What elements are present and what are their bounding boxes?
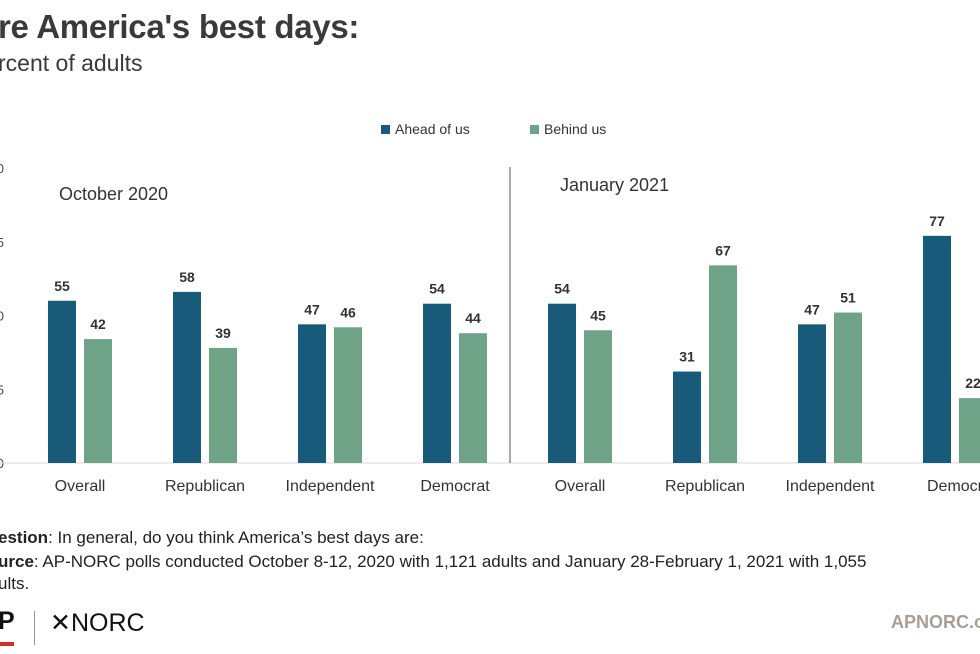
panel-label: January 2021 bbox=[560, 175, 669, 195]
question-text: : In general, do you think America’s bes… bbox=[48, 528, 424, 547]
bar bbox=[548, 303, 576, 463]
norc-logo: ✕NORC bbox=[50, 609, 145, 637]
ap-logo: P bbox=[0, 607, 15, 635]
x-tick-label: Independent bbox=[286, 478, 376, 495]
bar bbox=[209, 347, 237, 463]
x-tick-label: Democrat bbox=[420, 478, 490, 495]
legend-label-behind: Behind us bbox=[544, 121, 607, 137]
data-label: 44 bbox=[465, 310, 481, 326]
data-label: 58 bbox=[179, 269, 195, 285]
data-label: 31 bbox=[679, 349, 695, 365]
source-note-cont: ults. bbox=[0, 574, 30, 593]
data-label: 45 bbox=[590, 307, 606, 323]
legend-label-ahead: Ahead of us bbox=[395, 121, 470, 137]
data-label: 51 bbox=[840, 290, 856, 306]
data-label: 67 bbox=[715, 242, 731, 258]
bar bbox=[173, 291, 201, 463]
bar bbox=[84, 339, 112, 463]
ap-logo-bar bbox=[0, 642, 14, 646]
data-label: 46 bbox=[340, 304, 356, 320]
bar bbox=[334, 327, 362, 463]
data-label: 77 bbox=[929, 213, 945, 229]
x-tick-label: Democr bbox=[927, 478, 980, 495]
bar bbox=[834, 312, 862, 463]
bar bbox=[459, 333, 487, 463]
question-label: estion bbox=[0, 528, 49, 547]
data-label: 22 bbox=[965, 375, 980, 391]
legend-swatch-ahead bbox=[381, 124, 390, 134]
chart-subtitle: rcent of adults bbox=[0, 50, 143, 76]
x-tick-label: Republican bbox=[665, 478, 745, 495]
x-tick-label: Overall bbox=[55, 478, 106, 495]
bar bbox=[709, 265, 737, 463]
bar bbox=[959, 398, 980, 463]
question-note: estion: In general, do you think America… bbox=[0, 528, 424, 548]
x-tick-label: Republican bbox=[165, 478, 245, 495]
source-text: : AP-NORC polls conducted October 8-12, … bbox=[33, 552, 867, 571]
bar bbox=[923, 235, 951, 463]
source-note: urce: AP-NORC polls conducted October 8-… bbox=[0, 552, 866, 572]
data-label: 39 bbox=[215, 325, 231, 341]
legend-swatch-behind bbox=[530, 124, 539, 134]
data-label: 47 bbox=[304, 301, 320, 317]
data-label: 54 bbox=[429, 281, 445, 297]
y-tick-label: 0 bbox=[0, 309, 4, 324]
y-tick-label: 5 bbox=[0, 382, 4, 397]
source-label: urce bbox=[0, 552, 34, 571]
data-label: 54 bbox=[554, 281, 570, 297]
y-tick-label: 0 bbox=[0, 161, 4, 176]
bar bbox=[798, 324, 826, 463]
x-tick-label: Overall bbox=[555, 478, 606, 495]
bar bbox=[673, 371, 701, 463]
bar bbox=[584, 330, 612, 463]
data-label: 42 bbox=[90, 316, 106, 332]
chart-title: re America's best days: bbox=[0, 8, 360, 45]
y-tick-label: 5 bbox=[0, 235, 4, 250]
data-label: 55 bbox=[54, 278, 70, 294]
bar bbox=[423, 303, 451, 463]
bar bbox=[298, 324, 326, 463]
footer-url-link[interactable]: APNORC.o bbox=[891, 612, 980, 632]
legend-item-behind: Behind us bbox=[530, 121, 606, 137]
legend-item-ahead: Ahead of us bbox=[381, 121, 470, 137]
data-label: 47 bbox=[804, 301, 820, 317]
x-tick-label: Independent bbox=[786, 478, 876, 495]
footer-divider bbox=[34, 611, 35, 645]
bar-chart: 05050October 20205542Overall5839Republic… bbox=[0, 161, 980, 495]
bar bbox=[48, 300, 76, 463]
panel-label: October 2020 bbox=[59, 184, 168, 204]
